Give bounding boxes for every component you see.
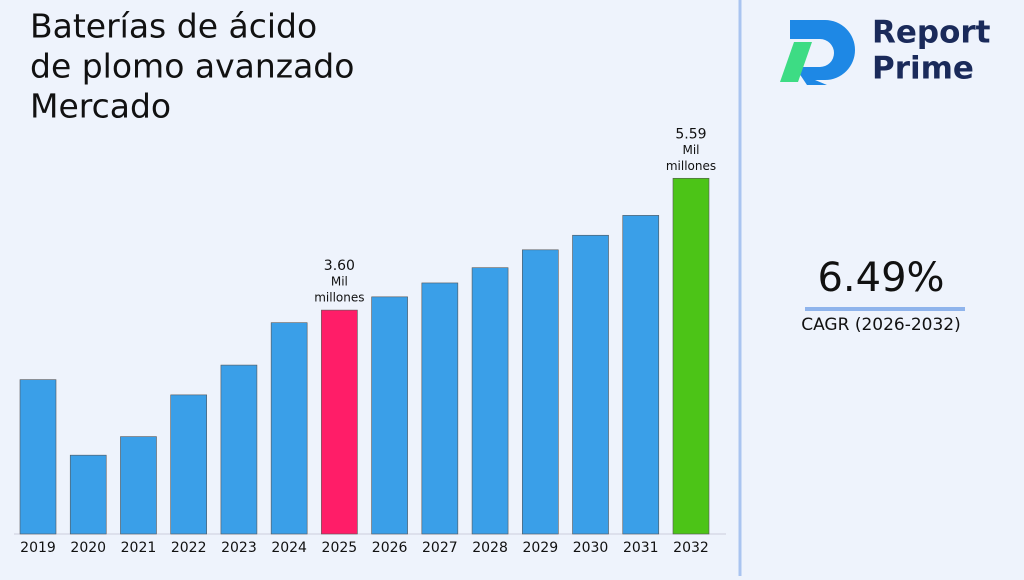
x-tick-label: 2029 xyxy=(522,540,558,556)
bar xyxy=(19,379,57,535)
bar xyxy=(321,309,358,535)
bar xyxy=(170,394,207,535)
brand-text: Prime xyxy=(872,51,974,87)
value-unit: Mil xyxy=(682,143,699,157)
x-tick-label: 2026 xyxy=(372,540,408,556)
bar xyxy=(421,282,459,535)
bar xyxy=(471,267,509,535)
chart-title: de plomo avanzado xyxy=(30,47,354,86)
bar xyxy=(120,436,157,535)
cagr-label: CAGR (2026-2032) xyxy=(801,315,961,335)
logo-icon xyxy=(790,20,855,85)
bar xyxy=(69,454,107,535)
x-tick-label: 2019 xyxy=(20,540,56,556)
value-label: 5.59 xyxy=(675,126,706,142)
logo: Report Prime xyxy=(780,15,991,87)
bar xyxy=(521,249,559,535)
bar xyxy=(270,322,308,535)
x-tick-label: 2022 xyxy=(171,540,207,556)
logo-icon xyxy=(780,42,812,82)
x-tick-label: 2032 xyxy=(673,540,709,556)
bar xyxy=(371,296,408,535)
x-tick-label: 2030 xyxy=(573,540,609,556)
bar xyxy=(622,215,660,535)
x-tick-label: 2028 xyxy=(472,540,508,556)
value-unit: millones xyxy=(314,291,364,305)
x-tick-label: 2031 xyxy=(623,540,659,556)
bar xyxy=(672,177,710,535)
cagr-underline xyxy=(805,307,965,311)
x-tick-label: 2020 xyxy=(70,540,106,556)
cagr-value: 6.49% xyxy=(817,255,944,301)
value-unit: Mil xyxy=(331,275,348,289)
x-tick-label: 2024 xyxy=(271,540,307,556)
value-unit: millones xyxy=(666,159,716,173)
x-tick-label: 2027 xyxy=(422,540,458,556)
chart-title: Mercado xyxy=(30,87,171,126)
brand-text: Report xyxy=(872,15,991,51)
bar xyxy=(572,234,609,535)
x-tick-label: 2025 xyxy=(322,540,358,556)
bar xyxy=(220,364,258,535)
chart-title: Baterías de ácido xyxy=(30,7,317,46)
x-tick-label: 2021 xyxy=(121,540,157,556)
x-tick-label: 2023 xyxy=(221,540,257,556)
value-label: 3.60 xyxy=(324,258,355,274)
